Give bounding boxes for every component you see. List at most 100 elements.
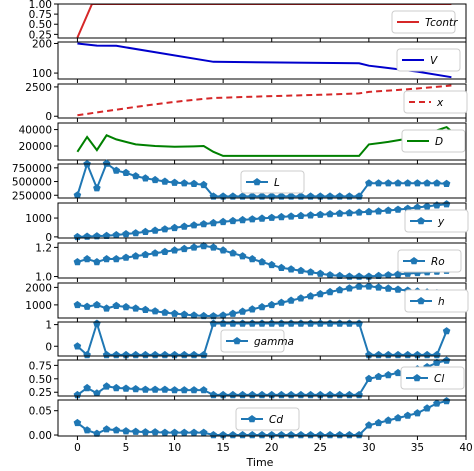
y-tick-label: 1.2	[35, 242, 52, 254]
data-point-marker	[384, 350, 393, 359]
data-point-marker	[423, 404, 431, 412]
subplot-11: 0.00 0.05 Cd	[29, 397, 467, 442]
data-point-marker	[277, 431, 286, 439]
legend: V	[396, 48, 461, 72]
data-point-marker	[141, 174, 150, 182]
data-point-marker	[170, 386, 179, 394]
data-point-marker	[374, 418, 383, 427]
data-point-marker	[93, 300, 101, 309]
y-tick-label: 0.75	[29, 360, 52, 372]
data-point-marker	[316, 290, 325, 298]
y-tick-label: 500000	[12, 177, 52, 189]
legend-label: Cl	[434, 373, 444, 385]
y-tick-label: 0.25	[29, 29, 52, 41]
data-point-marker	[219, 217, 227, 226]
data-point-marker	[199, 428, 208, 436]
data-point-marker	[112, 383, 121, 392]
axes-frame	[57, 242, 467, 279]
data-point-marker	[122, 303, 130, 311]
data-point-marker	[209, 390, 218, 399]
axes-frame	[57, 399, 467, 437]
data-point-marker	[355, 272, 363, 280]
data-point-marker	[83, 302, 91, 310]
data-point-marker	[267, 213, 276, 221]
data-point-marker	[170, 178, 179, 186]
data-point-marker	[112, 166, 121, 174]
y-tick-label: 2500	[25, 82, 52, 94]
legend-box	[220, 329, 285, 353]
x-tick-label: 30	[362, 442, 375, 454]
data-point-marker	[277, 212, 286, 221]
data-point-marker	[83, 383, 91, 392]
data-point-marker	[199, 386, 208, 394]
legend-box	[400, 366, 465, 390]
data-point-marker	[238, 431, 247, 439]
data-point-marker	[335, 271, 344, 279]
data-point-marker	[180, 244, 189, 253]
data-point-marker	[141, 250, 150, 258]
data-point-marker	[287, 431, 295, 439]
data-point-marker	[229, 431, 237, 439]
data-point-marker	[345, 284, 354, 292]
legend-box	[397, 249, 462, 273]
data-point-marker	[102, 350, 111, 359]
data-point-marker	[287, 265, 295, 273]
axes-frame	[57, 359, 467, 397]
legend: Cl	[400, 366, 465, 390]
data-point-marker	[258, 303, 266, 311]
data-point-marker	[374, 372, 383, 380]
legend-label: y	[437, 216, 445, 228]
data-point-marker	[345, 192, 354, 200]
data-point-marker	[277, 390, 286, 399]
data-point-marker	[161, 247, 169, 255]
data-point-marker	[209, 218, 218, 227]
subplot-2: 100 200 V	[32, 38, 467, 83]
data-point-marker	[141, 385, 150, 393]
data-point-marker	[258, 431, 266, 439]
legend-box	[235, 407, 300, 431]
series-line	[77, 285, 447, 318]
data-point-marker	[190, 221, 198, 229]
data-point-marker	[122, 253, 130, 261]
data-point-marker	[102, 255, 111, 263]
data-point-marker	[384, 371, 393, 379]
data-point-marker	[131, 304, 140, 312]
data-point-marker	[297, 431, 305, 439]
subplot-6: 0 1000 y	[25, 200, 469, 244]
y-tick-label: 40000	[19, 125, 52, 137]
data-point-marker	[238, 319, 247, 327]
y-tick-label: 0	[45, 111, 52, 123]
data-point-marker	[122, 427, 130, 435]
data-point-marker	[287, 319, 295, 327]
legend-label: x	[436, 97, 444, 109]
data-point-marker	[306, 431, 315, 439]
data-point-marker	[287, 296, 295, 304]
data-point-marker	[161, 428, 169, 436]
data-point-marker	[384, 179, 393, 187]
data-point-marker	[248, 255, 257, 263]
legend-box	[404, 209, 469, 233]
data-point-marker	[394, 179, 402, 187]
y-tick-label: 0.50	[29, 374, 52, 386]
data-point-marker	[345, 431, 354, 439]
legend: gamma	[220, 329, 294, 353]
data-point-marker	[219, 319, 227, 327]
data-point-marker	[442, 179, 451, 187]
data-point-marker	[326, 431, 334, 439]
data-point-marker	[384, 284, 393, 292]
data-point-marker	[151, 350, 159, 359]
data-point-marker	[365, 374, 373, 382]
data-point-marker	[190, 350, 198, 359]
data-point-marker	[326, 287, 334, 296]
y-tick-label: 0	[45, 232, 52, 244]
data-point-marker	[170, 223, 179, 232]
x-tick-labels: 0 5 10 15 20 25 30 35 40	[74, 442, 473, 454]
data-point-marker	[442, 397, 451, 405]
legend-box	[240, 170, 305, 194]
data-point-marker	[248, 215, 257, 223]
legend-box	[391, 10, 456, 34]
data-point-marker	[131, 229, 140, 237]
y-tick-label: 200	[32, 38, 52, 50]
data-point-marker	[258, 319, 266, 327]
data-point-marker	[141, 227, 150, 235]
